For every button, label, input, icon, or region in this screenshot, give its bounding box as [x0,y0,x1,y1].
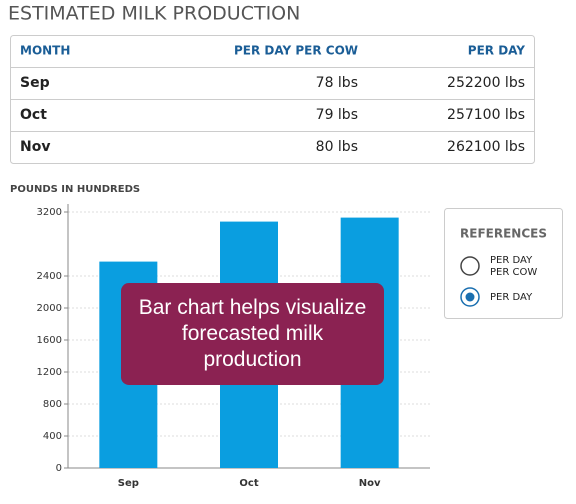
y-tick-label: 800 [43,399,62,410]
table-cell: 78 lbs [316,75,358,91]
y-tick-label: 2400 [37,271,62,282]
overlay-text: Bar chart helps visualize forecasted mil… [138,295,367,372]
table-cell: 262100 lbs [447,139,525,155]
table-cell: 252200 lbs [447,75,525,91]
table-cell: 79 lbs [316,107,358,123]
table-cell: 80 lbs [316,139,358,155]
references-title: REFERENCES [460,227,547,241]
table-cell: Nov [20,139,50,155]
radio-button[interactable] [460,256,480,276]
y-tick-label: 1600 [37,335,62,346]
y-tick-label: 3200 [37,207,62,218]
y-tick-label: 2000 [37,303,62,314]
page-title: ESTIMATED MILK PRODUCTION [8,3,300,25]
x-tick-label: Sep [118,478,139,489]
radio-label: PER COW [490,267,537,278]
radio-label: PER DAY [490,255,533,266]
overlay-box [121,283,384,385]
overlay-text-box: Bar chart helps visualize forecasted mil… [138,295,367,372]
table-cell: Oct [20,107,47,123]
x-tick-label: Nov [359,478,381,489]
y-axis-label: POUNDS IN HUNDREDS [10,184,140,195]
y-tick-label: 0 [56,463,62,474]
table-cell: 257100 lbs [447,107,525,123]
radio-option[interactable]: PER DAY [460,287,533,307]
radio-label: PER DAY [490,292,533,303]
table-header: MONTH [20,44,70,58]
table-header: PER DAY PER COW [234,44,358,58]
x-tick-label: Oct [239,478,258,489]
y-tick-label: 1200 [37,367,62,378]
y-tick-label: 400 [43,431,62,442]
table-header: PER DAY [468,44,526,58]
radio-dot [465,292,475,302]
table-cell: Sep [20,75,50,91]
